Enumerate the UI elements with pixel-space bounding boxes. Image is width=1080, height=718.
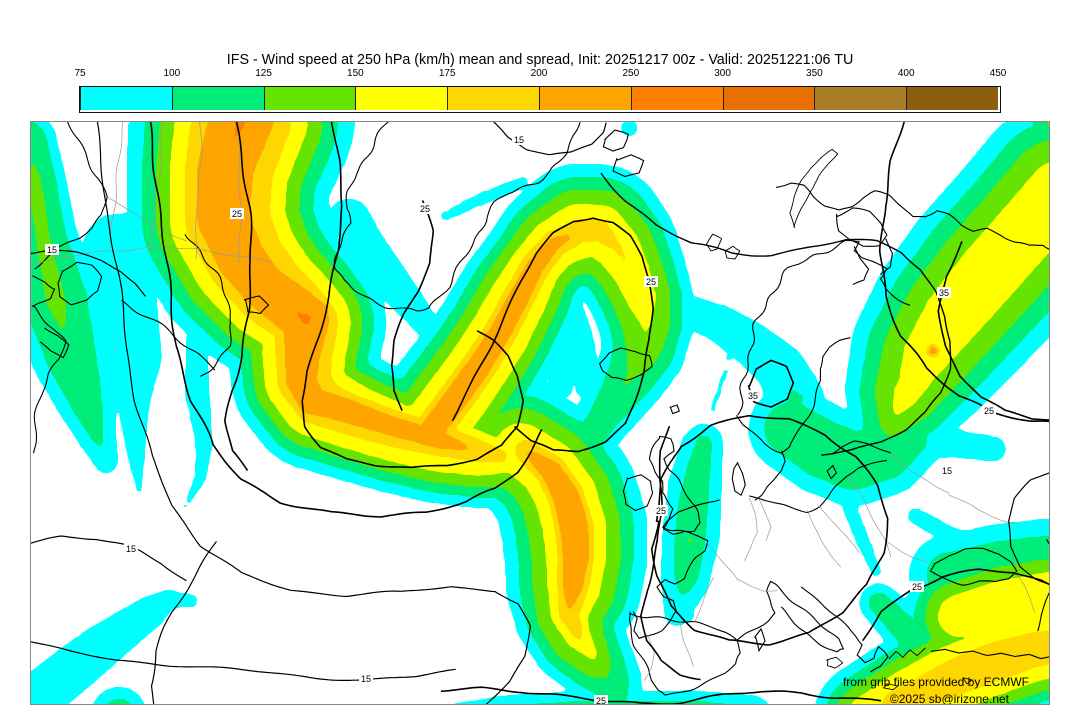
svg-text:25: 25 (656, 506, 666, 516)
svg-text:©2025 sb@irizone.net: ©2025 sb@irizone.net (890, 692, 1010, 704)
svg-text:15: 15 (47, 245, 57, 255)
svg-text:25: 25 (232, 209, 242, 219)
svg-text:25: 25 (420, 204, 430, 214)
svg-text:15: 15 (514, 135, 524, 145)
svg-text:35: 35 (748, 391, 758, 401)
svg-text:15: 15 (942, 466, 952, 476)
svg-text:15: 15 (126, 544, 136, 554)
svg-text:from grib files provided by EC: from grib files provided by ECMWF (843, 675, 1029, 689)
svg-text:25: 25 (596, 696, 606, 704)
svg-text:25: 25 (646, 277, 656, 287)
svg-text:15: 15 (361, 674, 371, 684)
svg-text:25: 25 (912, 582, 922, 592)
svg-text:25: 25 (984, 406, 994, 416)
svg-text:35: 35 (939, 288, 949, 298)
